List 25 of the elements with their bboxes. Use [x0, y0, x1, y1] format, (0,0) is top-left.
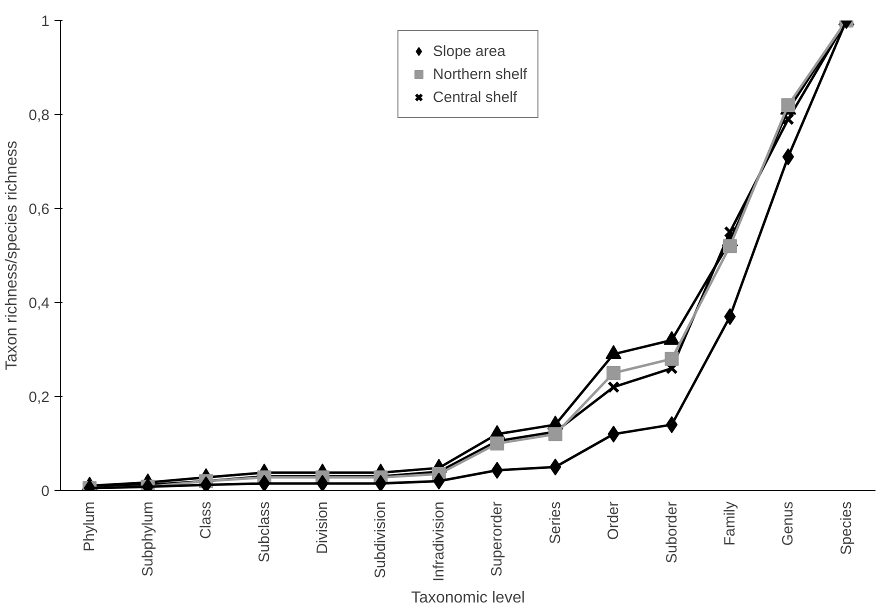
x-tick-label: Family	[721, 501, 738, 546]
y-tick-label: 0,6	[28, 201, 50, 218]
x-tick-label: Class	[198, 501, 215, 540]
y-tick-label: 1	[41, 13, 50, 30]
y-tick-label: 0,4	[28, 295, 50, 312]
x-tick-label: Order	[605, 501, 622, 540]
x-tick-label: Phylum	[81, 501, 98, 552]
x-tick-label: Genus	[780, 501, 797, 546]
x-tick-label: Subphylum	[139, 501, 156, 577]
x-tick-label: Subdivision	[372, 501, 390, 578]
x-tick-label: Infradivision	[430, 501, 448, 582]
y-tick-label: 0	[41, 483, 50, 500]
y-tick-label: 0,8	[28, 107, 50, 124]
legend-label: Slope area	[432, 42, 506, 60]
x-tick-label: Species	[838, 501, 855, 555]
x-tick-label: Subclass	[256, 501, 273, 562]
x-tick-label: Suborder	[663, 501, 680, 564]
x-axis-title: Taxonomic level	[411, 590, 525, 607]
legend-label: Central shelf	[432, 88, 518, 106]
y-tick-label: 0,2	[28, 389, 50, 406]
x-tick-label: Division	[314, 502, 331, 554]
x-tick-label: Series	[546, 501, 564, 544]
x-tick-label: Superorder	[488, 501, 506, 577]
legend-label: Northern shelf	[432, 66, 528, 82]
y-axis-title: Taxon richness/species richness	[4, 140, 21, 370]
